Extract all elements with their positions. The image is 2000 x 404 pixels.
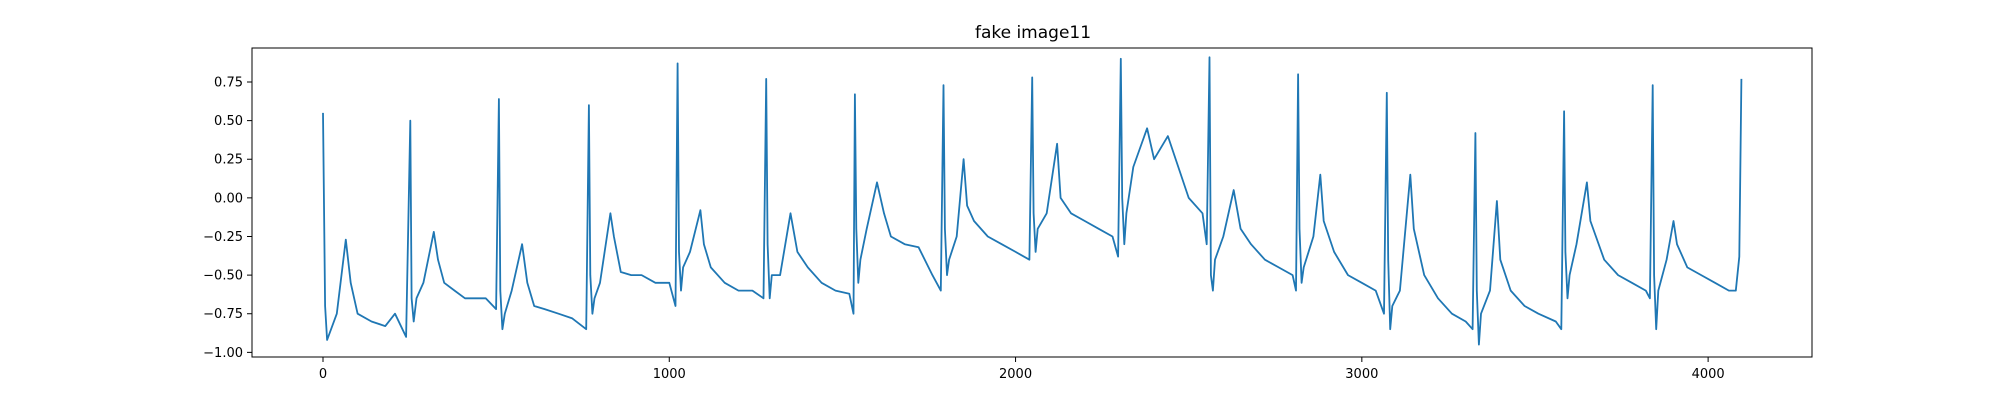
axes-frame	[251, 47, 1813, 358]
chart-title: fake image11	[975, 23, 1091, 43]
y-tick-label: −0.50	[203, 269, 243, 284]
x-tick-label: 0	[319, 367, 327, 382]
x-tick-label: 3000	[1345, 367, 1378, 382]
x-tick-label: 4000	[1692, 367, 1725, 382]
y-axis: −1.00 −0.75 −0.50 −0.25 0.00 0.25 0.50 0.75	[203, 75, 252, 361]
plot-area	[322, 56, 1743, 346]
y-tick-label: −0.75	[203, 307, 243, 322]
x-tick-label: 1000	[653, 367, 686, 382]
y-tick-label: −0.25	[203, 230, 243, 245]
y-tick-label: 0.00	[214, 191, 243, 206]
x-axis: 0 1000 2000 3000 4000	[319, 357, 1725, 382]
y-tick-label: −1.00	[203, 346, 243, 361]
series-line-0	[322, 56, 1743, 346]
y-tick-label: 0.75	[214, 75, 243, 90]
x-tick-label: 2000	[999, 367, 1032, 382]
y-tick-label: 0.50	[214, 114, 243, 129]
y-tick-label: 0.25	[214, 153, 243, 168]
